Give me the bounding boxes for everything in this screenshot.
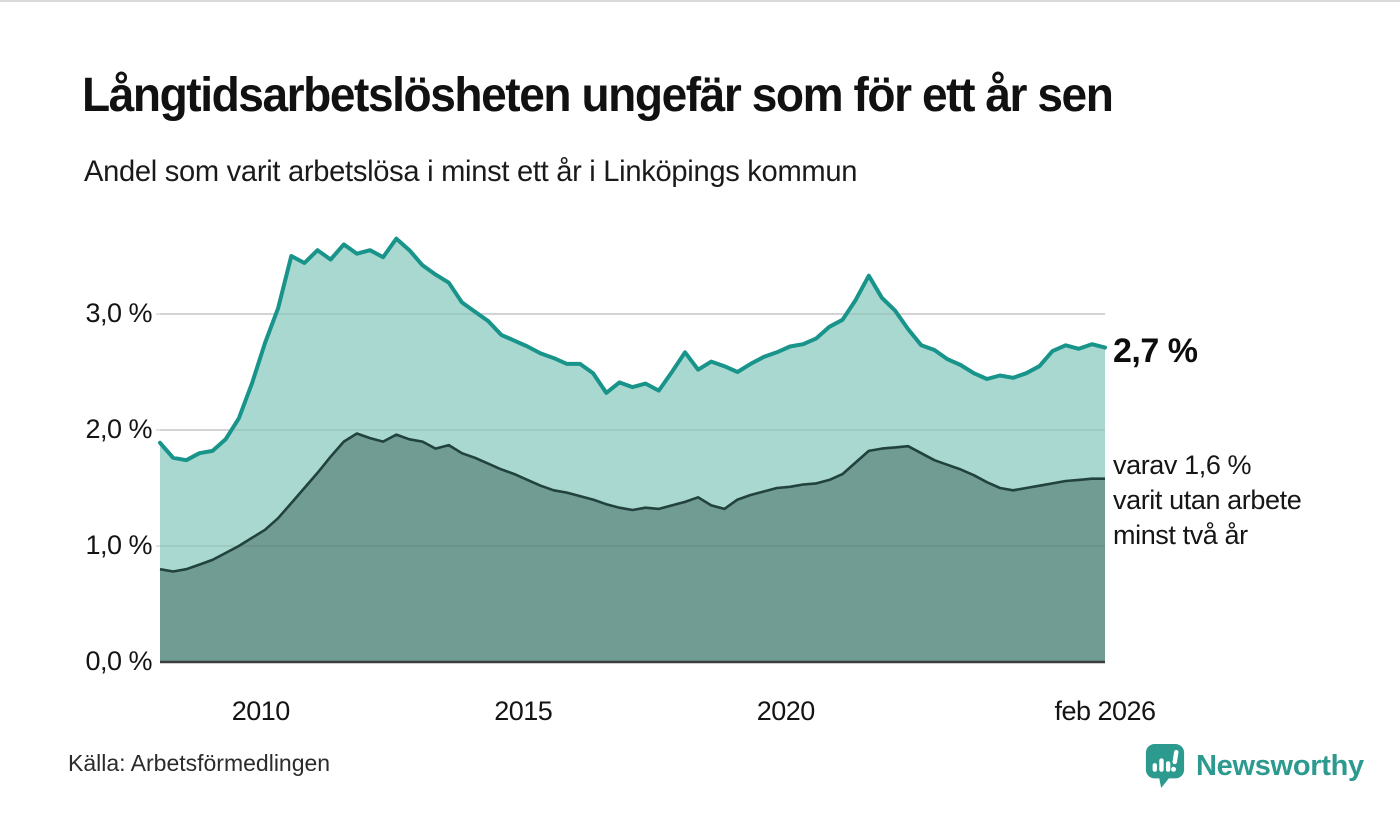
newsworthy-wordmark: Newsworthy (1196, 749, 1364, 782)
area-minst-tva-ar (160, 433, 1105, 662)
series2-annotation-line: minst två år (1113, 520, 1248, 550)
chart-subtitle: Andel som varit arbetslösa i minst ett å… (84, 155, 858, 188)
series1-end-value-label: 2,7 % (1113, 332, 1198, 370)
x-tick-label: 2020 (756, 696, 816, 726)
y-tick-label: 1,0 % (85, 530, 152, 560)
newsworthy-bubble-chart-icon (1145, 744, 1185, 788)
x-tick-label: 2010 (231, 696, 291, 726)
line-minst-tva-ar (159, 432, 1105, 573)
y-tick-label: 3,0 % (85, 298, 152, 328)
y-tick-label: 2,0 % (85, 414, 152, 444)
line-minst-ett-ar (158, 236, 1107, 463)
series2-annotation-line: varit utan arbete (1113, 485, 1302, 515)
series2-annotation: varav 1,6 % varit utan arbete minst två … (1113, 448, 1302, 553)
newsworthy-logo[interactable]: Newsworthy (1144, 742, 1364, 790)
y-tick-label: 0,0 % (85, 646, 152, 676)
source-attribution: Källa: Arbetsförmedlingen (68, 750, 331, 776)
x-tick-label: feb 2026 (1054, 696, 1156, 726)
series2-annotation-line: varav 1,6 % (1113, 450, 1252, 480)
x-tick-label: 2015 (494, 696, 553, 726)
chart-title: Långtidsarbetslösheten ungefär som för e… (82, 69, 1114, 122)
